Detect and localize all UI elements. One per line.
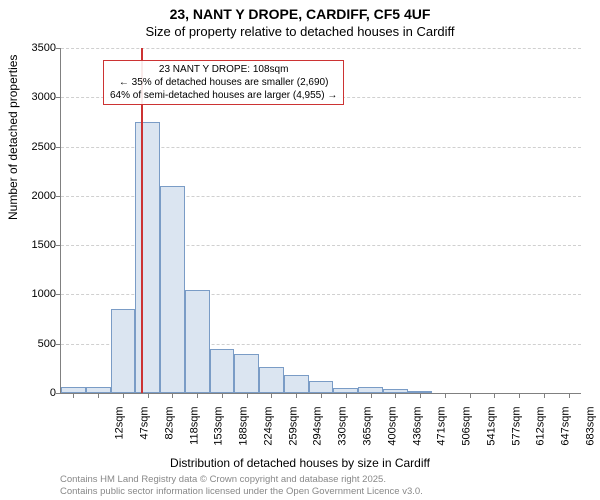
x-tick-label: 188sqm [239,407,250,457]
footnote: Contains HM Land Registry data © Crown c… [60,474,423,498]
x-tick-label: 330sqm [338,407,349,457]
x-axis-label: Distribution of detached houses by size … [0,456,600,470]
histogram-bar [309,381,334,393]
footnote-line2: Contains public sector information licen… [60,486,423,498]
x-tick-label: 400sqm [387,407,398,457]
histogram-bar [160,186,185,393]
x-tick-label: 47sqm [140,407,151,457]
x-tick-label: 259sqm [288,407,299,457]
histogram-bar [111,309,136,393]
x-tick-label: 224sqm [263,407,274,457]
footnote-line1: Contains HM Land Registry data © Crown c… [60,474,423,486]
y-tick-label: 1500 [6,240,56,251]
y-tick-label: 3500 [6,43,56,54]
histogram-bar [234,354,259,393]
chart-title: 23, NANT Y DROPE, CARDIFF, CF5 4UF [0,6,600,22]
annotation-line2: ← 35% of detached houses are smaller (2,… [110,76,337,89]
x-tick-label: 153sqm [214,407,225,457]
x-tick-label: 506sqm [462,407,473,457]
plot-area: 23 NANT Y DROPE: 108sqm← 35% of detached… [60,48,581,394]
x-tick-label: 541sqm [486,407,497,457]
annotation-box: 23 NANT Y DROPE: 108sqm← 35% of detached… [103,60,344,105]
x-tick-label: 82sqm [164,407,175,457]
y-tick-label: 0 [6,388,56,399]
x-tick-label: 471sqm [437,407,448,457]
y-tick-label: 2500 [6,142,56,153]
y-tick-label: 3000 [6,92,56,103]
y-tick-label: 1000 [6,289,56,300]
y-tick-label: 500 [6,339,56,350]
y-tick-label: 2000 [6,191,56,202]
annotation-line3: 64% of semi-detached houses are larger (… [110,89,337,102]
x-tick-label: 647sqm [561,407,572,457]
x-tick-label: 577sqm [511,407,522,457]
histogram-bar [185,290,210,394]
x-tick-label: 294sqm [313,407,324,457]
histogram-bar [210,349,235,393]
histogram-bar [284,375,309,393]
chart-subtitle: Size of property relative to detached ho… [0,24,600,39]
x-tick-label: 612sqm [536,407,547,457]
x-tick-label: 118sqm [189,407,200,457]
histogram-bar [259,367,284,393]
annotation-line1: 23 NANT Y DROPE: 108sqm [110,63,337,76]
histogram-bar [135,122,160,393]
x-tick-label: 365sqm [363,407,374,457]
x-tick-label: 12sqm [115,407,126,457]
x-tick-label: 436sqm [412,407,423,457]
x-tick-label: 683sqm [585,407,596,457]
